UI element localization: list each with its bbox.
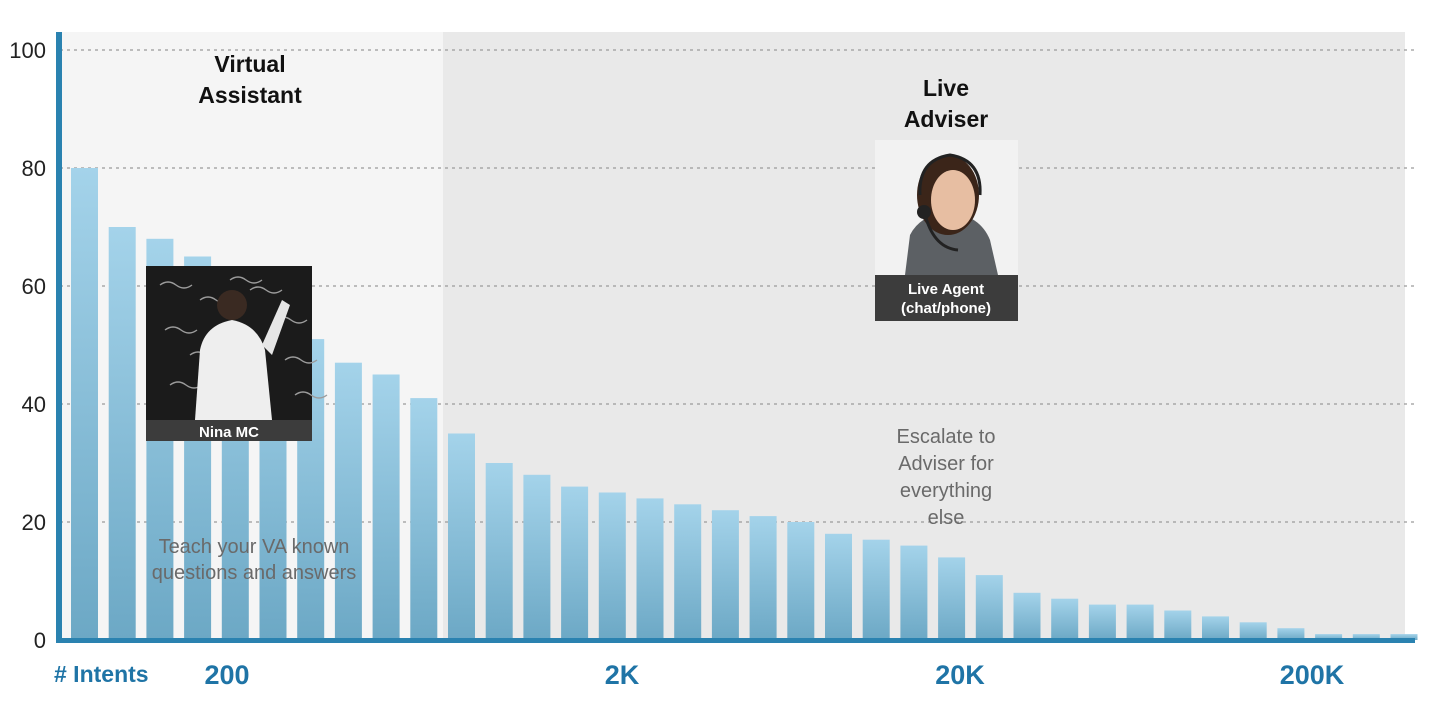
headset-band [918, 153, 982, 196]
bar [1315, 634, 1343, 640]
person-arm [262, 300, 290, 355]
y-tick-label: 0 [34, 628, 46, 653]
y-tick-label: 80 [22, 156, 46, 181]
x-axis-line [56, 638, 1415, 643]
bar [1352, 634, 1380, 640]
photo-caption: Nina MC [199, 424, 259, 441]
bar [862, 539, 890, 640]
bar [561, 486, 589, 640]
headset-earpiece [917, 205, 931, 219]
agent-face [931, 170, 975, 230]
caption-bar [146, 420, 312, 441]
annotation-escalate: Escalate to Adviser for everything else [897, 426, 996, 529]
bar [1051, 598, 1079, 640]
bar [1390, 634, 1418, 640]
person-shirt [195, 320, 272, 420]
x-tick-label: 200 [204, 660, 249, 690]
bar [975, 575, 1003, 640]
bar [1013, 592, 1041, 640]
region-title-live-adviser: Live Adviser [904, 75, 988, 132]
region-title-virtual-assistant: Virtual Assistant [198, 51, 302, 108]
x-tick-label: 20K [935, 660, 985, 690]
photo-teacher-at-blackboard: Nina MC [146, 266, 328, 441]
chalk-scribble [284, 356, 318, 364]
bar [825, 533, 852, 640]
bar [523, 474, 551, 640]
x-tick-label: 200K [1280, 660, 1345, 690]
caption-bar [875, 275, 1018, 321]
bar [448, 433, 475, 640]
y-tick-label: 20 [22, 510, 46, 535]
chalk-scribble [294, 391, 328, 399]
bar [1202, 616, 1229, 640]
y-tick-label: 60 [22, 274, 46, 299]
bar [1164, 610, 1192, 640]
y-tick-label: 40 [22, 392, 46, 417]
bar [1239, 622, 1267, 640]
photo-caption: Live Agent (chat/phone) [901, 281, 991, 317]
bar [900, 545, 928, 640]
x-axis-label: # Intents [54, 661, 149, 687]
headset-mic [924, 217, 959, 252]
photo-headset-agent: Live Agent (chat/phone) [875, 140, 1018, 321]
bar [787, 522, 815, 640]
bar [71, 168, 98, 640]
bar [1088, 604, 1116, 640]
chalk-scribble [249, 286, 283, 294]
bar [636, 498, 664, 640]
chalk-scribble [229, 276, 263, 284]
person-head [217, 290, 247, 320]
bar [674, 504, 702, 640]
bar [1277, 628, 1305, 640]
bar [108, 227, 136, 640]
bar [938, 557, 966, 640]
x-tick-label: 2K [605, 660, 640, 690]
bar [711, 510, 739, 640]
y-tick-label: 100 [9, 38, 46, 63]
bar [749, 516, 777, 640]
bar [372, 374, 400, 640]
chalk-scribble [159, 281, 193, 289]
chalk-scribble [164, 326, 198, 334]
bar [334, 362, 362, 640]
bar [598, 492, 626, 640]
bar [410, 398, 438, 640]
bar [485, 463, 513, 640]
bar [1126, 604, 1154, 640]
y-axis-line [56, 32, 62, 643]
annotation-teach-va: Teach your VA known questions and answers [152, 536, 357, 584]
